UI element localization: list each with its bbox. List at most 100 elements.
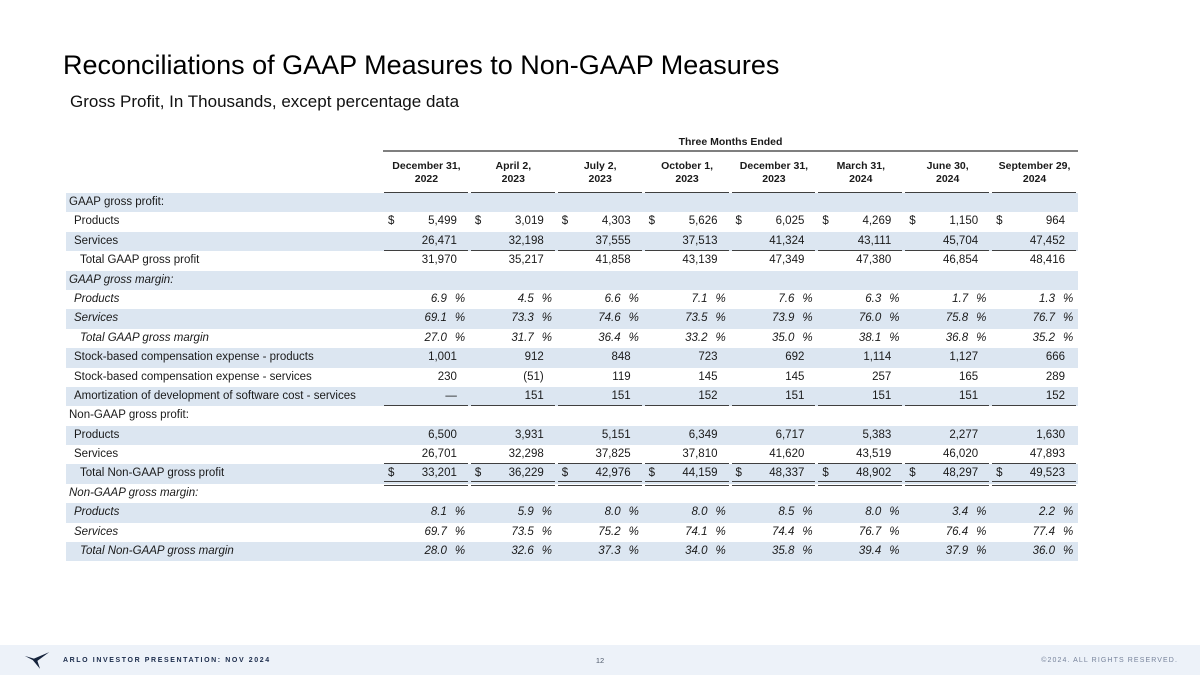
value-cell: 7.6% [731, 290, 818, 309]
percent-symbol: % [1063, 331, 1074, 344]
value-cell: 28.0% [383, 542, 470, 561]
percent-symbol: % [541, 525, 552, 538]
value-cell: 37,825 [557, 445, 644, 465]
row-label: Total Non-GAAP gross margin [80, 545, 234, 558]
value-cell: 37.3% [557, 542, 644, 561]
column-header: December 31, 2022 [383, 152, 470, 193]
cell-value: 35.8 [771, 545, 795, 558]
percent-symbol: % [1063, 545, 1074, 558]
percent-symbol: % [541, 545, 552, 558]
cell-value: 37,810 [682, 448, 718, 461]
value-cell: $4,303 [557, 212, 644, 231]
value-cell: 36.4% [557, 329, 644, 348]
value-cell: 43,139 [644, 251, 731, 270]
percent-symbol: % [976, 331, 987, 344]
value-cell: 45,704 [904, 232, 991, 252]
currency-symbol [470, 232, 485, 251]
table-row: Services 26,701 32,298 37,825 37,810 41,620 43… [66, 445, 1078, 465]
percent-symbol: % [976, 292, 987, 305]
cell-value: 5,383 [862, 428, 892, 441]
value-cell: 6,717 [731, 426, 818, 445]
row-label: Stock-based compensation expense - produ… [74, 351, 314, 364]
value-cell: 47,452 [991, 232, 1078, 252]
cell-value: 47,380 [856, 254, 892, 267]
value-cell: 4.5% [470, 290, 557, 309]
currency-symbol [644, 232, 659, 251]
value-cell: 48,416 [991, 251, 1078, 270]
currency-symbol [904, 251, 919, 270]
cell-value: 36.8 [945, 331, 969, 344]
column-header: June 30, 2024 [904, 152, 991, 193]
value-cell: 151 [904, 387, 991, 407]
cell-value: 7.6 [778, 292, 795, 305]
cell-value: 76.4 [945, 525, 969, 538]
cell-value: 151 [958, 389, 979, 402]
value-cell: 76.0% [817, 309, 904, 328]
currency-symbol: $ [996, 215, 1003, 228]
currency-symbol [470, 387, 485, 406]
table-row: Total Non-GAAP gross margin 28.0% 32.6% 37.… [66, 542, 1078, 562]
cell-value: 151 [872, 389, 892, 402]
value-cell: 33.2% [644, 329, 731, 348]
table-body: GAAP gross profit: Products $5,499 $3,019 $4… [66, 193, 1078, 562]
cell-value: 74.6 [598, 312, 621, 325]
currency-symbol [383, 445, 398, 464]
page-subtitle: Gross Profit, In Thousands, except perce… [70, 92, 460, 111]
cell-value: 73.5 [685, 312, 708, 325]
currency-symbol [557, 348, 572, 367]
currency-symbol [904, 387, 919, 406]
cell-value: 2,277 [949, 428, 979, 441]
value-cell: 2.2% [991, 503, 1078, 522]
value-cell: 1,114 [817, 348, 904, 367]
footer-left: ARLO INVESTOR PRESENTATION: NOV 2024 [0, 651, 271, 670]
cell-value: 3,931 [514, 428, 544, 441]
cell-value: 151 [785, 389, 805, 402]
currency-symbol [644, 251, 659, 270]
row-label: Stock-based compensation expense - servi… [74, 370, 312, 383]
cell-value: 8.5 [778, 506, 795, 519]
currency-symbol: $ [561, 467, 569, 480]
cell-value: 145 [785, 370, 805, 383]
currency-symbol [383, 251, 398, 270]
cell-value: 32,298 [508, 448, 544, 461]
value-cell: 8.5% [731, 503, 818, 522]
currency-symbol [731, 251, 746, 270]
cell-value: 27.0 [424, 331, 447, 344]
value-cell: 6.6% [557, 290, 644, 309]
value-cell: $42,976 [557, 464, 644, 487]
cell-value: 964 [1045, 215, 1065, 228]
section-row: GAAP gross margin: [66, 270, 1078, 290]
currency-symbol [557, 426, 572, 445]
row-label: Services [74, 312, 119, 325]
value-cell: 26,471 [383, 232, 470, 252]
percent-symbol: % [454, 525, 466, 538]
value-cell: $3,019 [470, 212, 557, 231]
row-label: Amortization of development of software … [74, 389, 356, 402]
currency-symbol [383, 426, 398, 445]
value-cell: 47,349 [731, 251, 818, 270]
cell-value: 37,825 [595, 448, 631, 461]
row-label: Total Non-GAAP gross profit [80, 467, 225, 480]
percent-symbol: % [889, 312, 900, 325]
currency-symbol: $ [996, 467, 1003, 480]
group-header-rule [383, 150, 1078, 152]
percent-symbol: % [715, 506, 726, 519]
value-cell: 692 [731, 348, 818, 367]
cell-value: 77.4 [1032, 525, 1055, 538]
cell-value: 26,701 [421, 448, 457, 461]
currency-symbol [644, 387, 659, 406]
value-cell: 77.4% [991, 523, 1078, 542]
value-cell: 666 [991, 348, 1078, 367]
cell-value: 3,019 [514, 215, 544, 228]
value-cell: 35.2% [991, 329, 1078, 348]
value-cell: 41,620 [731, 445, 818, 465]
percent-symbol: % [802, 525, 813, 538]
cell-value: 4,269 [862, 215, 892, 228]
value-cell: 912 [470, 348, 557, 367]
row-label: Non-GAAP gross margin: [69, 486, 199, 499]
value-cell: 26,701 [383, 445, 470, 465]
column-headers: December 31, 2022 April 2, 2023 July 2, 2023 O… [383, 152, 1078, 193]
percent-symbol: % [541, 292, 552, 305]
percent-symbol: % [802, 312, 813, 325]
